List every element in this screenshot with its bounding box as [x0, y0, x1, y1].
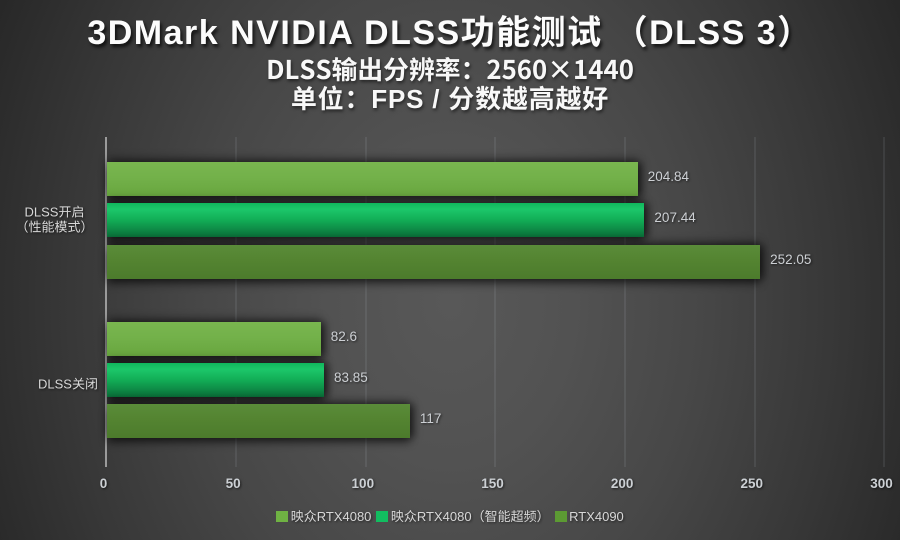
x-tick-label-100: 100 — [351, 475, 375, 491]
chart-subtitle-resolution: DLSS输出分辨率：2560×1440 — [266, 50, 634, 87]
legend-label-1: 映众RTX4080（智能超频） — [390, 508, 550, 524]
bar-series2-cat0 — [106, 244, 761, 279]
bar-series0-cat0 — [106, 162, 638, 196]
legend-label-2: RTX4090 — [569, 508, 624, 524]
value-label-series2-cat0: 252.05 — [770, 251, 812, 267]
bar-series1-cat1 — [106, 362, 324, 397]
legend-swatch-icon — [376, 510, 389, 522]
x-tick-label-250: 250 — [740, 475, 764, 491]
y-axis-line — [104, 137, 107, 467]
bar-series1-cat0 — [106, 203, 645, 238]
gridline-x-150 — [494, 137, 497, 467]
legend-item-2: RTX4090 — [554, 508, 624, 524]
value-label-series1-cat1: 83.85 — [333, 369, 368, 385]
bar-series2-cat1 — [106, 404, 410, 439]
legend-label-0: 映众RTX4080 — [290, 508, 372, 524]
gridline-x-300 — [883, 137, 886, 467]
gridline-x-100 — [364, 137, 367, 467]
x-tick-label-300: 300 — [870, 475, 893, 491]
x-tick-label-0: 0 — [99, 475, 108, 491]
legend-item-1: 映众RTX4080（智能超频） — [376, 508, 550, 524]
bar-series0-cat1 — [106, 321, 321, 356]
legend-swatch-icon — [276, 510, 289, 522]
value-label-series0-cat1: 82.6 — [330, 328, 357, 344]
legend-item-0: 映众RTX4080 — [276, 509, 371, 524]
value-label-series1-cat0: 207.44 — [654, 210, 696, 226]
x-tick-label-200: 200 — [610, 475, 634, 491]
value-label-series0-cat0: 204.84 — [647, 169, 689, 184]
category-label-1: DLSS关闭 — [38, 376, 98, 392]
legend: 映众RTX4080 映众RTX4080（智能超频） RTX4090 — [0, 503, 900, 529]
value-label-series2-cat1: 117 — [419, 411, 442, 427]
legend-swatch-icon — [554, 510, 567, 522]
gridline-x-50 — [235, 137, 238, 467]
x-tick-label-150: 150 — [481, 475, 504, 491]
gridline-x-250 — [753, 137, 756, 467]
category-label-0: DLSS开启 （性能模式） — [15, 204, 94, 235]
gridline-x-200 — [624, 137, 627, 467]
chart-subtitle-unit: 单位：FPS / 分数越高越好 — [290, 84, 610, 114]
chart-title: 3DMark NVIDIA DLSS功能测试 （DLSS 3） — [87, 14, 813, 52]
x-tick-label-50: 50 — [225, 475, 241, 491]
